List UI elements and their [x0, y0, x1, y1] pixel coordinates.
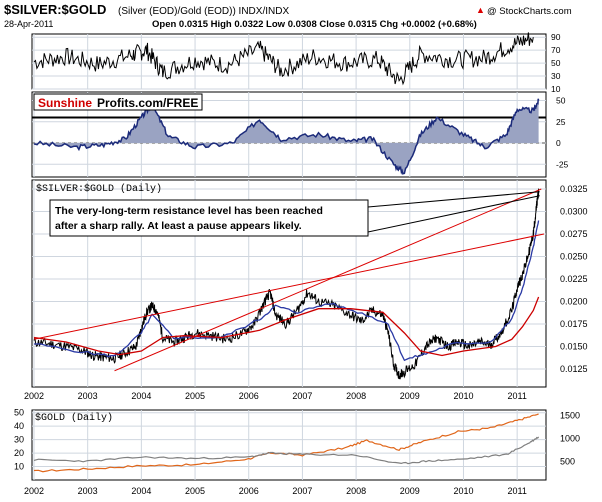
macd-tick-label: 50 — [556, 96, 566, 106]
gold-left-tick-label: 50 — [14, 408, 24, 418]
macd-tick-label: 0 — [556, 138, 561, 148]
main-year-label: 2002 — [24, 391, 44, 401]
chart-description: (Silver (EOD)/Gold (EOD)) INDX/INDX — [118, 6, 289, 17]
main-series-line — [114, 188, 542, 372]
main-tick-label: 0.0225 — [560, 274, 588, 284]
rsi-tick-label: 70 — [551, 45, 561, 55]
gold-left-tick-label: 30 — [14, 435, 24, 445]
rsi-tick-label: 90 — [551, 32, 561, 42]
gold-right-tick-label: 1500 — [560, 411, 580, 421]
gold-year-label: 2007 — [292, 486, 312, 496]
main-year-label: 2004 — [131, 391, 151, 401]
gold-year-label: 2005 — [185, 486, 205, 496]
watermark-box — [33, 93, 203, 111]
arrow-up-icon: ▲ — [476, 5, 485, 15]
main-panel-label: $SILVER:$GOLD (Daily) — [36, 183, 162, 195]
annotation-pointer-lower — [367, 195, 540, 233]
gold-right-tick-label: 1000 — [560, 434, 580, 444]
gold-year-label: 2011 — [507, 486, 526, 496]
main-year-label: 2008 — [346, 391, 366, 401]
main-year-label: 2005 — [185, 391, 205, 401]
annotation-line-1: The very-long-term resistance level has … — [55, 205, 323, 217]
credit-label: @ StockCharts.com — [487, 6, 572, 17]
macd-tick-label: -25 — [556, 159, 569, 169]
main-series-line — [33, 220, 540, 362]
main-year-label: 2010 — [453, 391, 473, 401]
chart-ohlc: Open 0.0315 High 0.0322 Low 0.0308 Close… — [152, 19, 477, 30]
gold-line — [33, 413, 539, 473]
macd-line — [33, 98, 540, 175]
chart-date: 28-Apr-2011 — [4, 19, 53, 29]
main-year-label: 2009 — [400, 391, 420, 401]
rsi-tick-label: 50 — [551, 58, 561, 68]
main-tick-label: 0.0275 — [560, 229, 588, 239]
rsi-tick-label: 30 — [551, 71, 561, 81]
chart-symbol: $SILVER:$GOLD — [4, 2, 106, 17]
main-tick-label: 0.0175 — [560, 319, 588, 329]
gold-left-tick-label: 40 — [14, 421, 24, 431]
gold-right-tick-label: 500 — [560, 457, 575, 467]
main-tick-label: 0.0200 — [560, 297, 588, 307]
rsi-tick-label: 10 — [551, 84, 561, 94]
main-year-label: 2011 — [507, 391, 526, 401]
gold-year-label: 2009 — [400, 486, 420, 496]
gold-year-label: 2006 — [239, 486, 259, 496]
gold-year-label: 2008 — [346, 486, 366, 496]
main-year-label: 2007 — [292, 391, 312, 401]
gold-year-label: 2003 — [78, 486, 98, 496]
gold-ratio-line — [33, 436, 540, 465]
main-tick-label: 0.0125 — [560, 364, 588, 374]
gold-year-label: 2010 — [453, 486, 473, 496]
gold-frame — [31, 409, 547, 481]
rsi-panel: 90 70 50 30 10 — [31, 32, 561, 94]
watermark-rest: Profits.com/FREE — [97, 96, 198, 110]
watermark-brand: Sunshine — [38, 96, 92, 110]
rsi-line — [33, 32, 534, 86]
main-tick-label: 0.0325 — [560, 184, 588, 194]
main-year-label: 2003 — [78, 391, 98, 401]
main-panel: 0.0325 0.0300 0.0275 0.0250 0.0225 0.0200 0.01… — [31, 179, 588, 388]
gold-year-label: 2002 — [24, 486, 44, 496]
main-series-line — [33, 296, 540, 357]
annotation-box — [49, 199, 369, 237]
macd-panel: 50 25 0 -25 Sunshine Profits.com/FREE — [31, 91, 569, 178]
annotation-pointer-upper — [367, 191, 540, 208]
main-tick-label: 0.0300 — [560, 207, 588, 217]
gold-left-tick-label: 20 — [14, 448, 24, 458]
macd-tick-label: 25 — [556, 117, 566, 127]
gold-left-tick-label: 10 — [14, 462, 24, 472]
main-series-line — [33, 233, 545, 340]
main-year-label: 2006 — [239, 391, 259, 401]
annotation-line-2: after a sharp rally. At least a pause ap… — [55, 220, 302, 232]
main-tick-label: 0.0150 — [560, 342, 588, 352]
gold-year-label: 2004 — [131, 486, 151, 496]
main-tick-label: 0.0250 — [560, 252, 588, 262]
gold-panel: 50 40 30 20 10 1500 1000 500 $GOLD (Daily) — [14, 408, 580, 481]
gold-panel-label: $GOLD (Daily) — [35, 412, 113, 424]
